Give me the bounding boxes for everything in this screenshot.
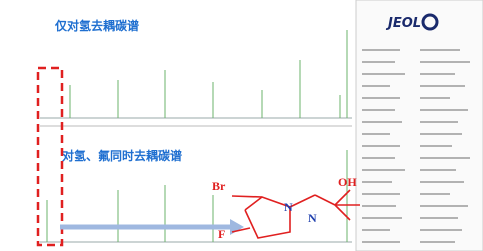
logo: JEOL [385, 16, 421, 31]
atom-label: N [284, 200, 293, 214]
parameter-panel [356, 0, 483, 251]
panel-label: 对氢、氟同时去耦碳谱 [62, 148, 182, 163]
atom-label: N [308, 211, 317, 225]
atom-label: F [218, 227, 225, 241]
panel-label: 仅对氢去耦碳谱 [54, 18, 139, 33]
page: JEOL 仅对氢去耦碳谱 对氢、氟同时去耦碳谱 Br F OH N N (() … [0, 0, 483, 251]
screenshot: JEOL 仅对氢去耦碳谱 对氢、氟同时去耦碳谱 Br F OH N N [0, 0, 483, 251]
atom-label: Br [212, 179, 226, 193]
atom-label: OH [338, 175, 357, 189]
